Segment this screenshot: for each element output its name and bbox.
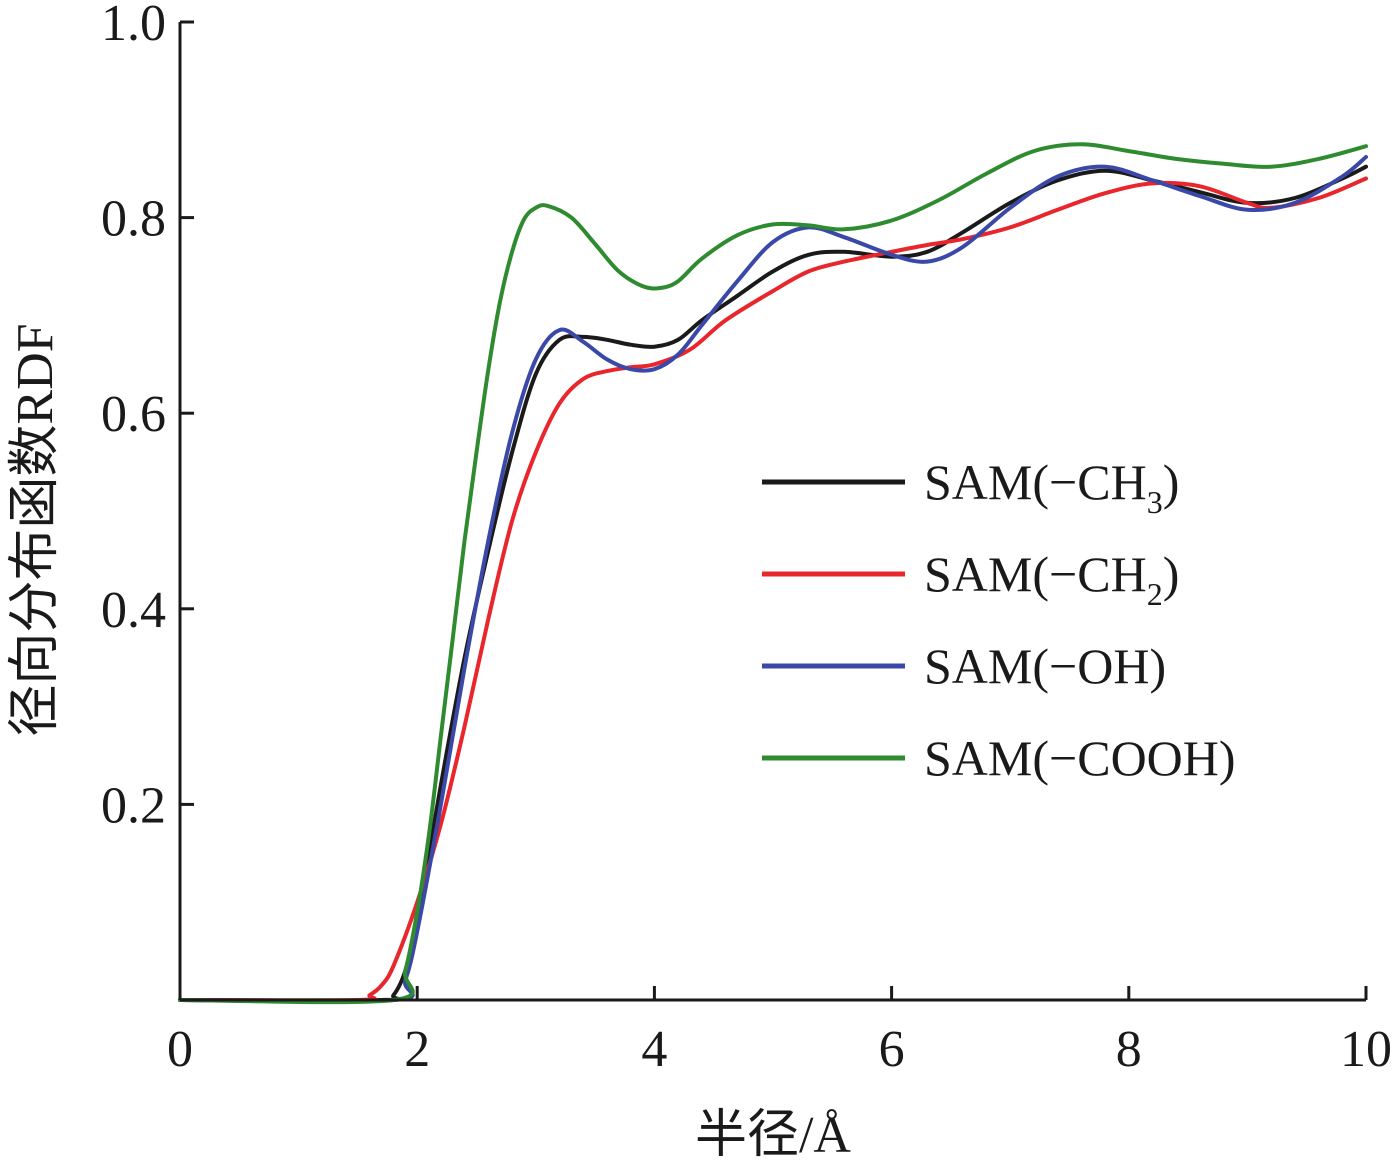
legend-label-2: SAM(−OH) <box>924 638 1166 694</box>
series-line-1 <box>178 176 1368 1003</box>
x-tick-label: 10 <box>1340 1021 1392 1078</box>
x-axis-title: 半径/Å <box>695 1107 851 1164</box>
series-line-0 <box>178 164 1368 1003</box>
series-line-2 <box>178 155 1368 1004</box>
x-tick-label: 8 <box>1116 1021 1142 1078</box>
x-tick-label: 2 <box>404 1021 430 1078</box>
y-axis-title: 径向分布函数RDF <box>7 323 64 736</box>
legend-label-3: SAM(−COOH) <box>924 730 1236 786</box>
legend-label-1: SAM(−CH2) <box>924 546 1179 612</box>
x-tick-label: 0 <box>167 1021 193 1078</box>
legend-label-0: SAM(−CH3) <box>924 454 1179 520</box>
x-tick-label: 4 <box>641 1021 667 1078</box>
y-tick-label: 0.6 <box>101 386 166 443</box>
series-layer <box>178 142 1368 1005</box>
legend: SAM(−CH3) SAM(−CH2) SAM(−OH) SAM(−COOH) <box>762 454 1236 786</box>
y-tick-label: 0.2 <box>101 777 166 834</box>
axes-layer <box>178 22 1366 1002</box>
y-tick-label: 1.0 <box>101 0 166 52</box>
x-tick-label: 6 <box>879 1021 905 1078</box>
ticks-layer: 0 2 4 6 8 10 0.2 0.4 0.6 0.8 1.0 <box>101 0 1392 1078</box>
series-line-3 <box>178 142 1368 1005</box>
y-tick-label: 0.4 <box>101 582 166 639</box>
y-tick-label: 0.8 <box>101 191 166 248</box>
